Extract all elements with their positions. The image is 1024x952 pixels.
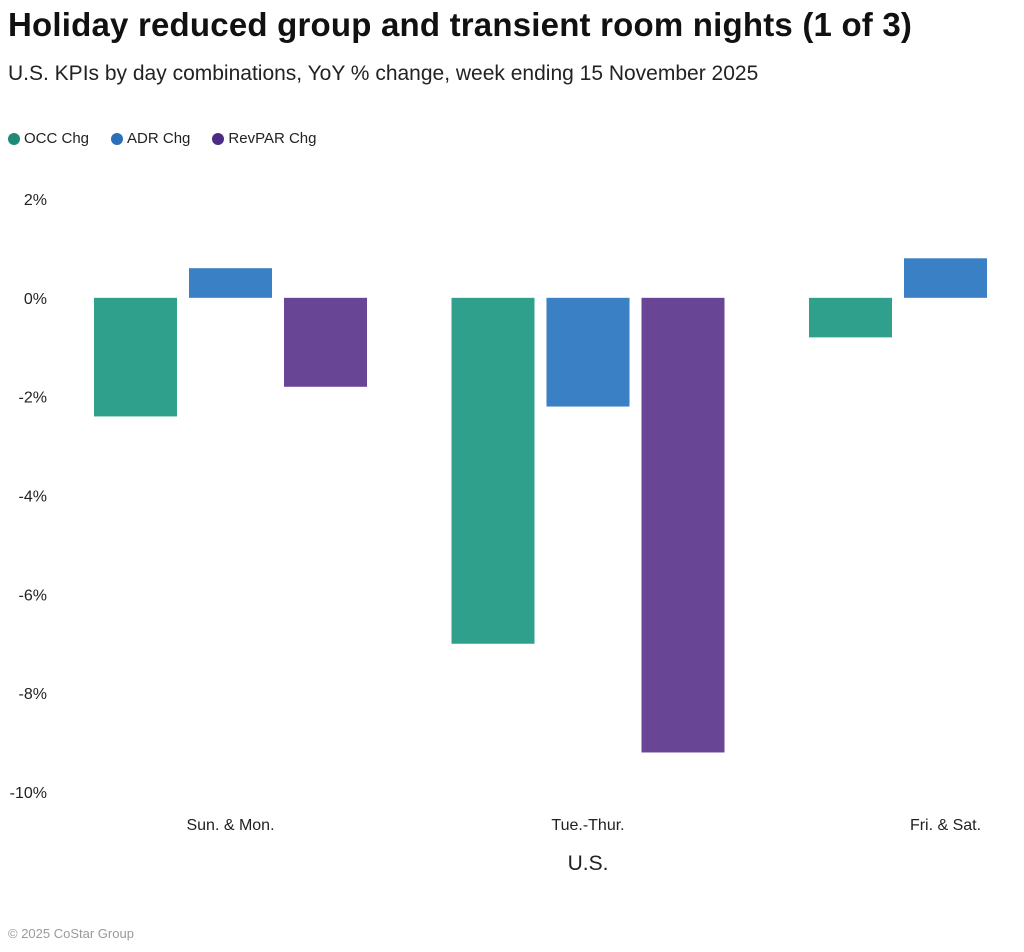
bar-revpar-chg-2[interactable]: Tue.-Thur. — RevPAR Chg: -9.2% xyxy=(641,297,725,753)
copyright-footer: © 2025 CoStar Group xyxy=(8,926,134,941)
x-tick-label: Sun. & Mon. xyxy=(186,817,274,834)
legend-item-adr[interactable]: ADR Chg xyxy=(111,130,190,147)
y-tick-label: -2% xyxy=(19,390,47,407)
legend-item-occ[interactable]: OCC Chg xyxy=(8,130,89,147)
legend: OCC Chg ADR Chg RevPAR Chg xyxy=(8,130,338,147)
chart-subtitle: U.S. KPIs by day combinations, YoY % cha… xyxy=(8,62,759,85)
y-tick-label: -8% xyxy=(19,686,47,703)
bar-chart: 2% 0% -2% -4% -6% -8% -10% Sun. & Mon. — OCC C… xyxy=(10,192,987,875)
y-tick-label: -4% xyxy=(19,489,47,506)
x-tick-label: Fri. & Sat. xyxy=(910,817,981,834)
y-tick-label: -6% xyxy=(19,587,47,604)
legend-label-occ: OCC Chg xyxy=(24,130,90,147)
x-axis: Sun. & Mon. Tue.-Thur. Fri. & Sat. xyxy=(186,817,981,834)
legend-label-adr: ADR Chg xyxy=(127,130,191,147)
legend-dot-occ xyxy=(8,132,20,145)
y-tick-label: 2% xyxy=(24,192,47,209)
bar-revpar-chg-1[interactable]: Sun. & Mon. — RevPAR Chg: -1.8% xyxy=(284,297,367,387)
legend-dot-revpar xyxy=(212,132,225,145)
bar-adr-chg-1[interactable]: Sun. & Mon. — ADR Chg: 0.6% xyxy=(189,268,272,298)
bars: Sun. & Mon. — OCC Chg: -2.4% Sun. & Mon. … xyxy=(94,258,987,753)
chart-title: Holiday reduced group and transient room… xyxy=(8,6,913,43)
bar-occ-chg-1[interactable]: Sun. & Mon. — OCC Chg: -2.4% xyxy=(94,297,177,417)
legend-dot-adr xyxy=(111,132,124,145)
bar-occ-chg-3[interactable]: Fri. & Sat. — OCC Chg: -0.8% xyxy=(809,297,892,338)
legend-label-revpar: RevPAR Chg xyxy=(228,130,317,147)
y-axis: 2% 0% -2% -4% -6% -8% -10% xyxy=(10,192,47,802)
bar-adr-chg-2[interactable]: Tue.-Thur. — ADR Chg: -2.2% xyxy=(546,297,630,407)
y-tick-label: 0% xyxy=(24,291,47,308)
legend-item-revpar[interactable]: RevPAR Chg xyxy=(212,130,316,147)
x-tick-label: Tue.-Thur. xyxy=(551,817,624,834)
y-tick-label: -10% xyxy=(10,785,47,802)
bar-adr-chg-3[interactable]: Fri. & Sat. — ADR Chg: 0.8% xyxy=(904,258,987,298)
bar-occ-chg-2[interactable]: Tue.-Thur. — OCC Chg: -7% xyxy=(451,297,535,644)
x-axis-title: U.S. xyxy=(568,852,609,875)
